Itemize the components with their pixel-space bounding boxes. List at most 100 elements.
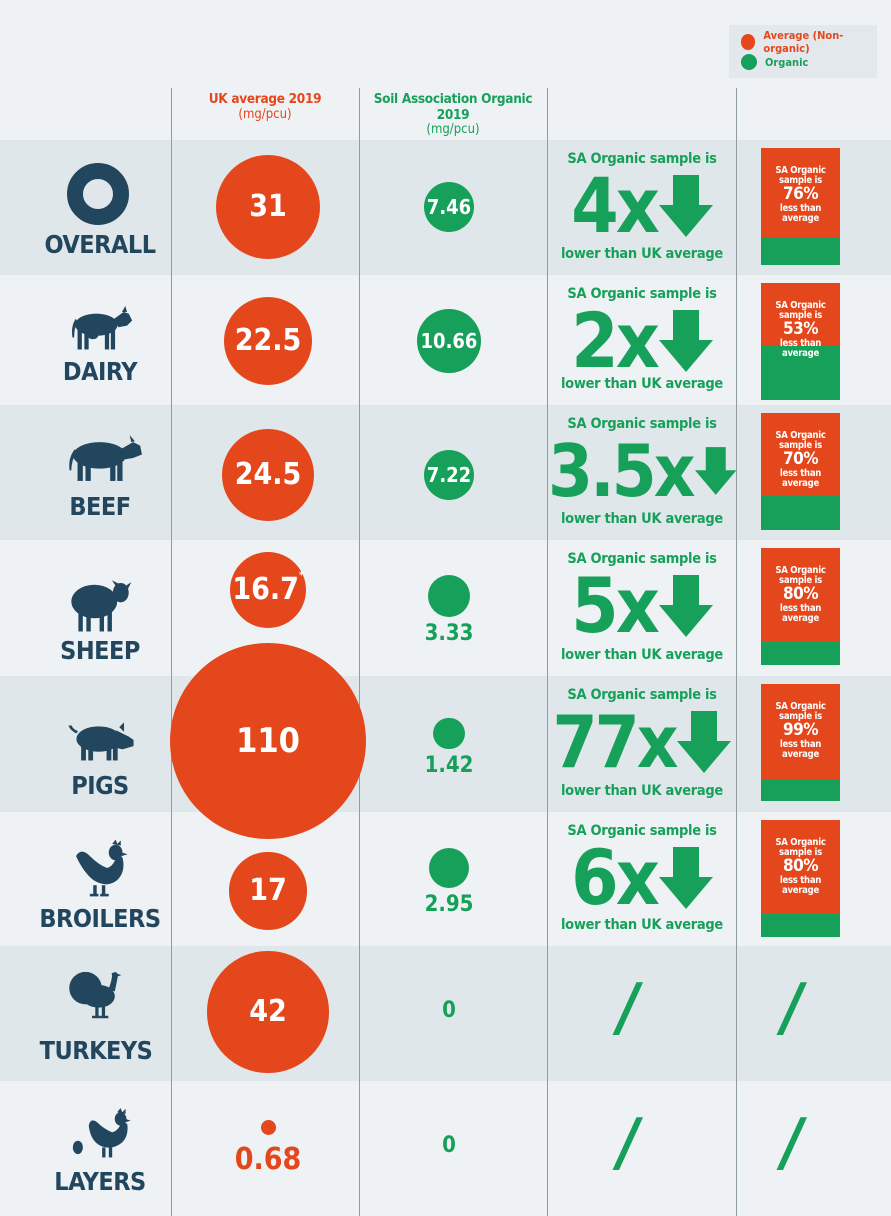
sa-bubble: 7.46 bbox=[424, 182, 474, 232]
comparison-prefix: SA Organic sample is bbox=[567, 687, 717, 703]
silhouette-part bbox=[84, 329, 89, 350]
comparison-suffix: lower than UK average bbox=[561, 917, 723, 933]
bar-text-line: less than bbox=[779, 738, 822, 750]
silhouette-part bbox=[107, 612, 112, 632]
sa-bubble: 7.22 bbox=[424, 450, 474, 500]
column-divider bbox=[547, 88, 548, 1216]
bar-text-line: SA Organic bbox=[775, 701, 826, 712]
down-arrow-icon bbox=[694, 447, 736, 495]
silhouette-part bbox=[108, 1147, 113, 1158]
legend-swatch-non-organic bbox=[741, 34, 756, 50]
percent-bar-fill bbox=[761, 684, 840, 780]
column-divider bbox=[171, 88, 172, 1216]
silhouette-part bbox=[82, 984, 115, 1008]
row-label: BROILERS bbox=[39, 904, 161, 933]
silhouette-part bbox=[112, 582, 129, 603]
uk-dot bbox=[260, 1120, 276, 1135]
bar-text-line: less than bbox=[779, 467, 822, 479]
pig-icon bbox=[58, 716, 144, 774]
animal-silhouette bbox=[68, 722, 134, 761]
bar-text-line: SA Organic bbox=[775, 837, 826, 848]
percent-bar-text: SA Organic sample is 99% less than average bbox=[761, 702, 840, 760]
silhouette-part bbox=[100, 1015, 109, 1019]
comparison-multiplier: 5x bbox=[571, 561, 660, 650]
column-header-uk: UK average 2019 (mg/pcu) bbox=[172, 91, 358, 122]
bar-text-line: average bbox=[782, 477, 819, 489]
ring-icon bbox=[66, 162, 130, 230]
silhouette-part bbox=[126, 582, 132, 590]
silhouette-part bbox=[110, 459, 116, 481]
uk-bubble: 17 bbox=[229, 852, 307, 930]
bar-text-line: sample is bbox=[779, 574, 822, 586]
bar-text-line: sample is bbox=[779, 174, 822, 186]
comparison-multiplier-row: 6x bbox=[548, 833, 736, 922]
silhouette-part bbox=[88, 744, 94, 761]
column-title-uk: UK average 2019 bbox=[208, 91, 322, 107]
silhouette-part bbox=[88, 1120, 128, 1148]
percent-bar-fill bbox=[761, 148, 840, 237]
column-divider bbox=[359, 88, 360, 1216]
sa-dot bbox=[433, 718, 465, 750]
bar-text-line: less than bbox=[779, 602, 822, 614]
bar-text-line: average bbox=[782, 347, 819, 359]
row-label: PIGS bbox=[71, 771, 129, 800]
column-unit-uk: (mg/pcu) bbox=[238, 106, 292, 122]
comparison-block: SA Organic sample is 6x lower than UK aver… bbox=[548, 812, 736, 946]
row-label: DAIRY bbox=[62, 357, 138, 386]
silhouette-part bbox=[101, 885, 106, 896]
percent-bar-text: SA Organic sample is 70% less than average bbox=[761, 431, 840, 489]
silhouette-part bbox=[108, 844, 123, 861]
uk-value: 31 bbox=[249, 189, 287, 225]
turkey-icon bbox=[66, 962, 136, 1028]
uk-footnote-mark: * bbox=[298, 569, 304, 581]
uk-bubble: 24.5 bbox=[221, 428, 315, 522]
percent-bar: SA Organic sample is 99% less than average bbox=[761, 684, 840, 801]
percent-bar-fill bbox=[761, 820, 840, 914]
uk-bubble: 110 bbox=[170, 643, 366, 839]
column-header-sa: Soil Association Organic 2019 (mg/pcu) bbox=[360, 91, 546, 138]
sa-dot bbox=[427, 575, 471, 618]
silhouette-part bbox=[100, 893, 109, 897]
silhouette-part bbox=[87, 332, 99, 340]
percent-bar: SA Organic sample is 80% less than average bbox=[761, 820, 840, 937]
bar-text-line: SA Organic bbox=[775, 300, 826, 311]
legend-swatch-organic bbox=[741, 54, 757, 70]
ring-shape bbox=[67, 163, 129, 225]
percent-value: 80% bbox=[782, 855, 819, 876]
row-label: OVERALL bbox=[44, 230, 156, 259]
down-arrow-shape bbox=[658, 310, 713, 372]
sa-value: 0 bbox=[442, 998, 456, 1023]
percent-bar: SA Organic sample is 70% less than average bbox=[761, 413, 840, 530]
uk-bubble: 16.7 * bbox=[229, 551, 307, 629]
silhouette-part bbox=[101, 1006, 106, 1018]
silhouette-part bbox=[81, 744, 86, 761]
chicken-icon bbox=[64, 836, 138, 904]
bar-text-line: average bbox=[782, 884, 819, 896]
not-applicable-mark: / bbox=[618, 1106, 640, 1180]
percent-bar-text: SA Organic sample is 80% less than average bbox=[761, 566, 840, 624]
legend-label-non-organic: Average (Non-organic) bbox=[763, 29, 844, 55]
comparison-multiplier-row: 5x bbox=[548, 561, 736, 650]
ring-stroke bbox=[67, 163, 129, 225]
silhouette-part bbox=[71, 584, 118, 619]
silhouette-part bbox=[112, 744, 118, 761]
comparison-prefix: SA Organic sample is bbox=[567, 151, 717, 167]
silhouette-part bbox=[69, 449, 77, 471]
percent-bar-text: SA Organic sample is 76% less than average bbox=[761, 166, 840, 224]
uk-bubble: 22.5 bbox=[223, 296, 313, 386]
down-arrow-icon bbox=[677, 711, 732, 773]
comparison-prefix: SA Organic sample is bbox=[567, 286, 717, 302]
row-label: LAYERS bbox=[54, 1167, 146, 1196]
legend-label-organic: Organic bbox=[765, 55, 809, 69]
silhouette-part bbox=[114, 311, 133, 328]
percent-value: 99% bbox=[782, 719, 819, 740]
silhouette-part bbox=[114, 1112, 127, 1126]
silhouette-part bbox=[113, 859, 120, 865]
silhouette-part bbox=[116, 730, 134, 750]
percent-bar-fill bbox=[761, 413, 840, 495]
comparison-multiplier: 6x bbox=[571, 833, 660, 922]
animal-silhouette bbox=[69, 435, 142, 481]
comparison-multiplier-row: 2x bbox=[548, 303, 736, 379]
bull-icon bbox=[60, 428, 148, 492]
